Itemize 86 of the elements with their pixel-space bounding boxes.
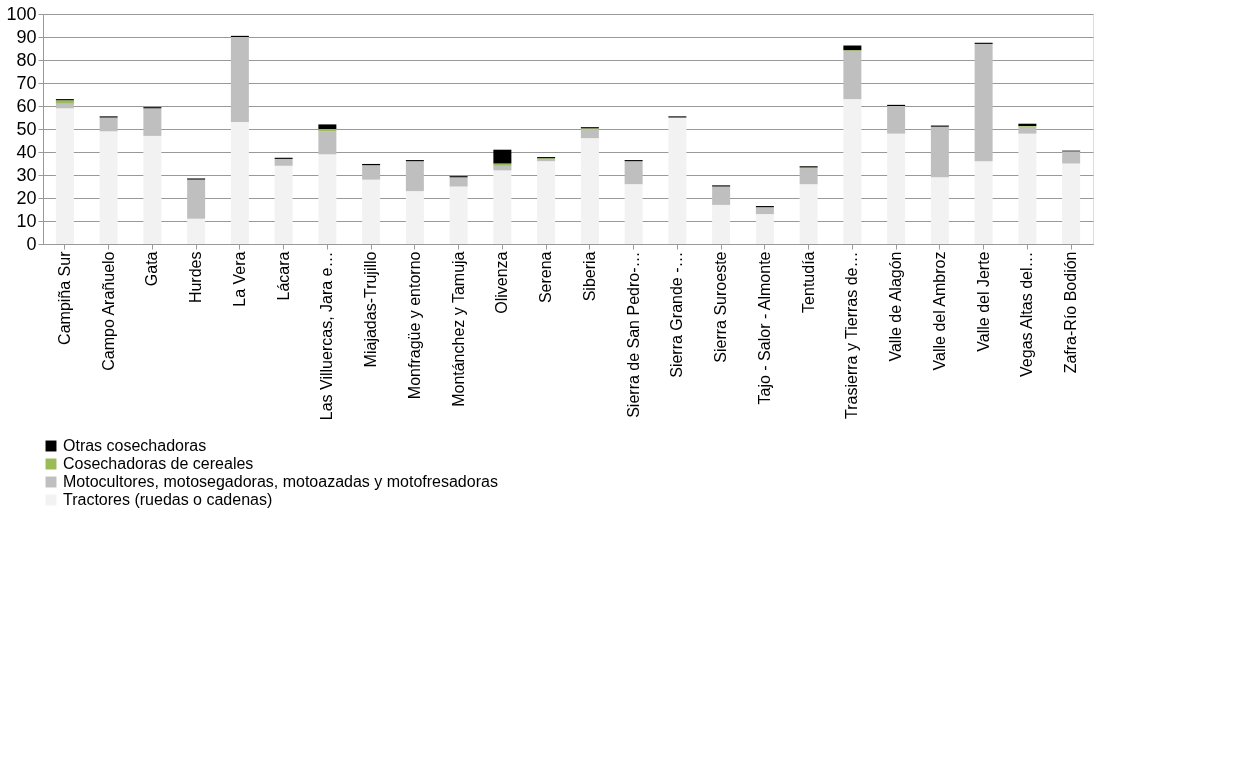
- x-tick-label: Tajo - Salor - Almonte: [755, 251, 773, 405]
- x-tick-label: Valle del Ambroz: [930, 251, 948, 371]
- x-tick-label: Lácara: [274, 251, 292, 301]
- bar: [449, 186, 468, 244]
- x-tick-label: Trasierra y Tierras de…: [843, 251, 861, 419]
- bar: [362, 179, 381, 244]
- x-tick-label: Monfragüe y entorno: [405, 251, 423, 400]
- x-tick-label: Tentudía: [799, 251, 817, 313]
- bar: [580, 138, 599, 244]
- y-tick-label: 0: [26, 233, 37, 254]
- bar: [318, 131, 337, 155]
- x-tick-label: Serena: [537, 251, 555, 304]
- bar: [143, 108, 162, 136]
- bar: [799, 184, 818, 244]
- bar: [537, 161, 556, 244]
- bar: [974, 161, 993, 244]
- bar: [887, 106, 906, 134]
- bar: [755, 214, 774, 244]
- x-tick-label: Vegas Altas del…: [1018, 251, 1036, 377]
- bar: [318, 124, 337, 129]
- y-tick-label: 60: [16, 95, 37, 116]
- bar: [1018, 126, 1037, 134]
- bar: [493, 170, 512, 244]
- legend-label: Cosechadoras de cereales: [63, 455, 254, 472]
- x-tick-label: Sierra de San Pedro-…: [624, 251, 642, 418]
- bar: [668, 117, 687, 244]
- bar: [799, 168, 818, 185]
- y-tick-label: 20: [16, 187, 37, 208]
- x-tick-label: Valle de Alagón: [887, 251, 905, 362]
- x-tick-label: Miajadas-Trujillo: [362, 251, 380, 368]
- x-tick-label: La Vera: [230, 251, 248, 307]
- bar: [362, 165, 381, 180]
- bar: [930, 126, 949, 178]
- bar: [99, 117, 118, 132]
- bar: [493, 149, 512, 164]
- bar: [887, 133, 906, 244]
- y-tick-label: 100: [6, 3, 37, 24]
- x-tick-label: Siberia: [580, 251, 598, 302]
- x-tick-label: Hurdes: [187, 251, 205, 304]
- x-tick-label: Montánchez y Tamuja: [449, 251, 467, 407]
- bar: [624, 184, 643, 244]
- x-tick-label: Campiña Sur: [55, 250, 73, 345]
- bar: [274, 158, 293, 166]
- x-tick-label: Valle del Jerte: [974, 251, 992, 352]
- bar: [624, 161, 643, 185]
- bar: [755, 207, 774, 215]
- bar: [187, 179, 206, 219]
- bar: [930, 177, 949, 244]
- x-tick-label: Sierra Grande -…: [668, 251, 686, 378]
- bar: [1018, 133, 1037, 244]
- legend-label: Tractores (ruedas o cadenas): [63, 491, 273, 508]
- bar: [405, 191, 424, 244]
- bar: [843, 50, 862, 100]
- bar: [143, 135, 162, 244]
- bar: [55, 108, 74, 244]
- bar: [1062, 152, 1081, 164]
- y-tick-label: 80: [16, 49, 37, 70]
- x-tick-label: Las Villuercas, Jara e…: [318, 251, 336, 421]
- x-tick-label: Gata: [143, 251, 161, 287]
- y-tick-label: 50: [16, 118, 37, 139]
- bar: [974, 43, 993, 162]
- bar: [405, 161, 424, 192]
- x-tick-label: Olivenza: [493, 251, 511, 314]
- bar: [449, 177, 468, 187]
- bar: [318, 154, 337, 244]
- bar: [274, 165, 293, 244]
- bar: [712, 204, 731, 244]
- bar: [230, 122, 249, 244]
- bar: [230, 37, 249, 123]
- bar: [99, 131, 118, 244]
- y-tick-label: 90: [16, 26, 37, 47]
- x-tick-label: Campo Arañuelo: [99, 251, 117, 371]
- x-tick-label: Sierra Suroeste: [712, 251, 730, 363]
- y-tick-label: 40: [16, 141, 37, 162]
- y-tick-label: 30: [16, 164, 37, 185]
- bar: [187, 218, 206, 244]
- legend-label: Motocultores, motosegadoras, motoazadas y motofresadoras: [63, 473, 498, 490]
- x-tick-label: Zafra-Río Bodión: [1062, 251, 1080, 374]
- bar: [712, 186, 731, 205]
- y-tick-label: 10: [16, 210, 37, 231]
- bar: [843, 45, 862, 51]
- y-tick-label: 70: [16, 72, 37, 93]
- bar: [580, 129, 599, 139]
- legend-label: Otras cosechadoras: [63, 437, 207, 454]
- bar: [1062, 163, 1081, 244]
- bar: [843, 99, 862, 244]
